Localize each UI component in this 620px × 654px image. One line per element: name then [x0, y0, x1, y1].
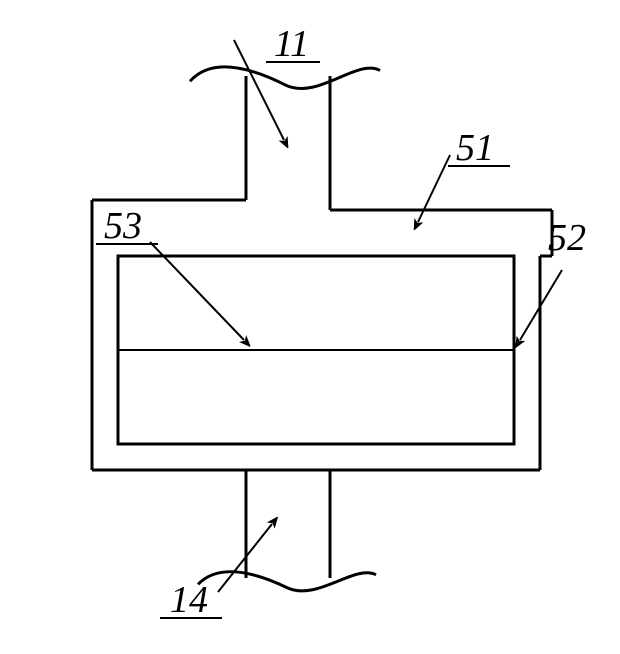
break-mark-bottom: [198, 572, 376, 591]
technical-diagram: 11 51 52 53 14: [0, 0, 620, 654]
label-bottom_shaft: 14: [170, 579, 208, 621]
label-inner_side: 52: [548, 217, 586, 259]
label-outer_right: 51: [456, 127, 494, 169]
leader-51: [418, 155, 450, 222]
label-top_shaft: 11: [274, 23, 309, 65]
label-inner_plate: 53: [104, 205, 142, 247]
break-mark-top: [190, 67, 380, 89]
